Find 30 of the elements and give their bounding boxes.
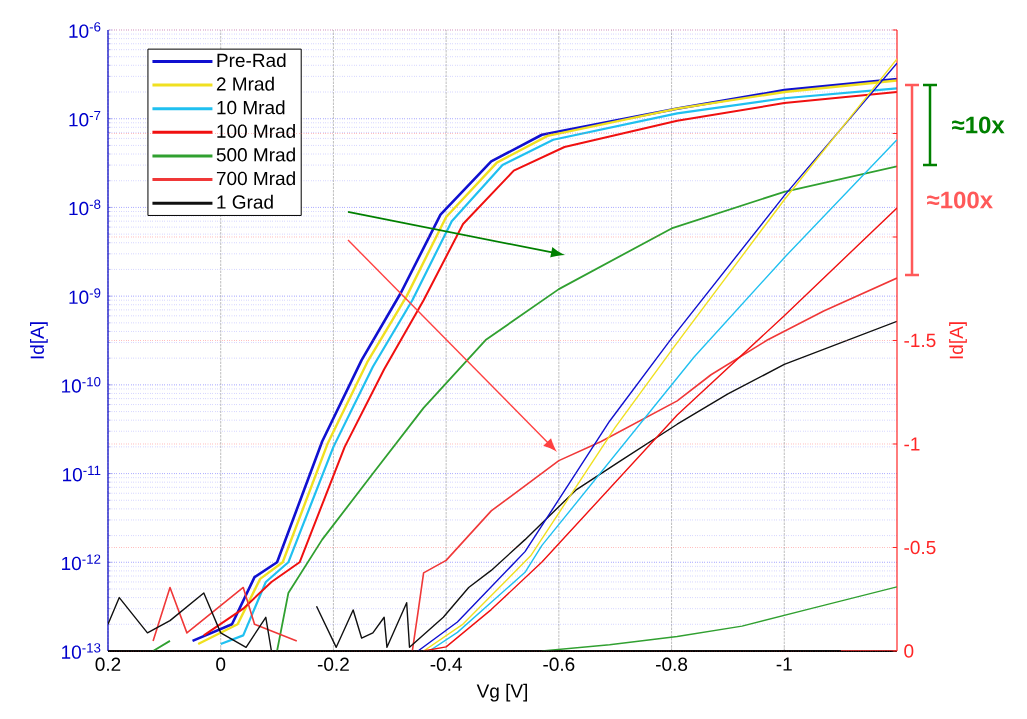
y2-tick-label: -1.5 xyxy=(904,333,936,348)
legend-label: 2 Mrad xyxy=(216,76,274,91)
x-tick-label: -0.4 xyxy=(430,657,462,671)
legend-label: 700 Mrad xyxy=(216,171,295,186)
y-tick-label: 10$^{-12}$ xyxy=(62,554,101,571)
legend-label: 500 Mrad xyxy=(216,147,295,162)
x-tick-label: -1 xyxy=(776,657,792,671)
legend-label: 10 Mrad xyxy=(217,100,285,115)
x-tick-label: -0.6 xyxy=(543,657,575,671)
y-tick-label: 10$^{-10}$ xyxy=(62,376,101,393)
y2-axis-title: Id[A] xyxy=(949,322,967,359)
y2-tick-label: 0 xyxy=(904,644,914,658)
y2-tick-label: -1 xyxy=(904,437,920,451)
x-tick-label: 0.2 xyxy=(95,657,121,671)
y-tick-label: 10$^{-6}$ xyxy=(69,22,101,38)
text: ≈100x xyxy=(927,191,993,209)
x-tick-label: -0.8 xyxy=(656,657,688,671)
y-tick-label: 10$^{-11}$ xyxy=(63,465,101,482)
y-axis-title: Id[A] xyxy=(30,322,48,359)
y-tick-label: 10$^{-8}$ xyxy=(69,199,101,216)
legend-label: Pre-Rad xyxy=(217,53,286,68)
text: ≈10x xyxy=(952,116,1005,134)
legend-label: 100 Mrad xyxy=(217,123,295,138)
y2-tick-label: -0.5 xyxy=(904,540,936,555)
x-axis-title: Vg [V] xyxy=(476,683,527,702)
y-tick-label: 10$^{-7}$ xyxy=(69,110,101,127)
y-tick-label: 10$^{-9}$ xyxy=(69,288,101,305)
x-tick-label: -0.2 xyxy=(317,657,349,671)
x-tick-label: 0 xyxy=(216,657,226,671)
legend-label: 1 Grad xyxy=(217,194,273,209)
